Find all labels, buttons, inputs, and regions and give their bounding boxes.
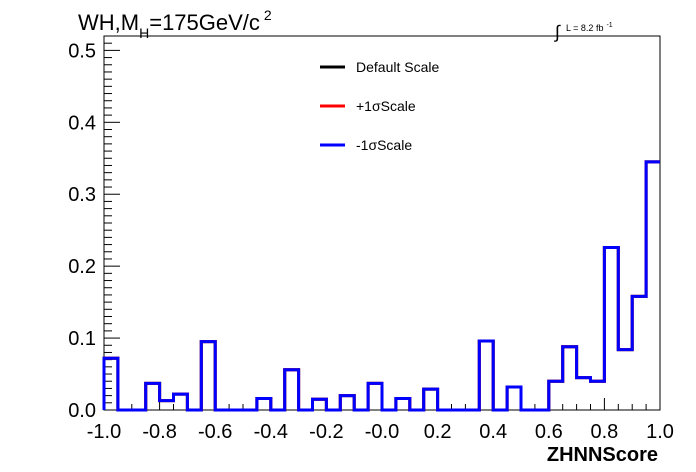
title-subscript: H (139, 25, 149, 41)
integral-symbol: ∫ (553, 22, 561, 42)
series-line-2 (102, 160, 660, 412)
lumi-label: L = 8.2 fb -1 (566, 22, 613, 33)
x-tick-label: -0.8 (142, 421, 176, 443)
y-tick-label: 0.0 (68, 400, 96, 422)
x-tick-label: -0.0 (365, 421, 399, 443)
legend-label-minus1sigma: -1σScale (356, 137, 412, 153)
axes: -1.0 -0.8 -0.6 -0.4 -0.2 -0.0 0.2 0.4 0.6 0.8 1.0 0… (68, 35, 674, 443)
y-tick-label: 0.1 (68, 328, 96, 350)
legend-label-default: Default Scale (356, 59, 439, 75)
x-tick-label: -0.6 (198, 421, 232, 443)
x-tick-label: 1.0 (646, 421, 674, 443)
y-tick-label: 0.3 (68, 184, 96, 206)
legend-label-plus1sigma: +1σScale (356, 98, 416, 114)
x-tick-label: -0.4 (254, 421, 288, 443)
x-tick-label: -1.0 (87, 421, 121, 443)
legend: Default Scale +1σScale -1σScale (320, 59, 439, 153)
chart-title: WH,MH=175GeV/c 2 (78, 7, 272, 41)
x-tick-label: -0.2 (309, 421, 343, 443)
y-tick-label: 0.4 (68, 112, 96, 134)
x-tick-label: 0.8 (590, 421, 618, 443)
x-axis-title: ZHNNScore (547, 444, 658, 466)
y-tick-label: 0.5 (68, 40, 96, 62)
title-suffix: =175GeV/c (149, 10, 260, 35)
title-superscript: 2 (264, 7, 272, 23)
x-tick-label: 0.2 (424, 421, 452, 443)
y-tick-label: 0.2 (68, 256, 96, 278)
series-layer (102, 160, 660, 412)
x-tick-label: 0.6 (535, 421, 563, 443)
title-prefix: WH,M (78, 10, 139, 35)
x-tick-label: 0.4 (479, 421, 507, 443)
